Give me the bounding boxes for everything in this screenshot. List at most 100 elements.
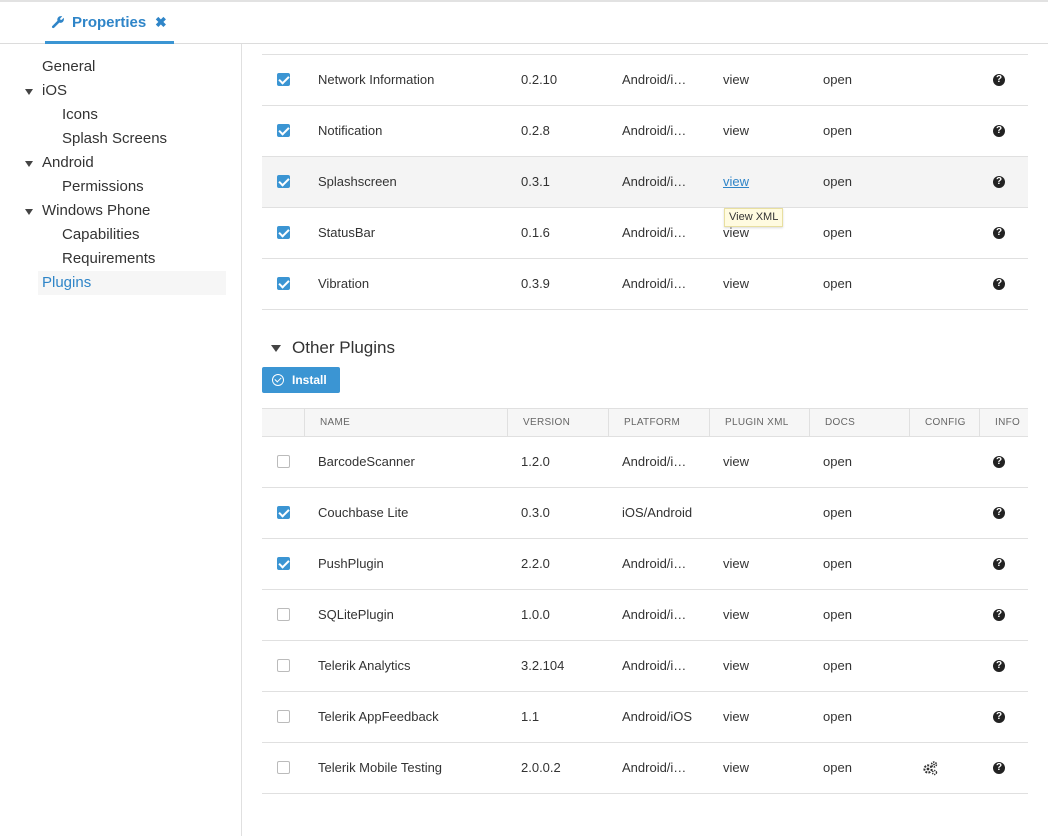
column-header-config[interactable]: CONFIG <box>909 409 979 436</box>
table-row[interactable]: Telerik Mobile Testing 2.0.0.2 Android/i… v… <box>262 743 1028 794</box>
plugin-xml-link[interactable]: view <box>723 454 750 469</box>
table-row[interactable]: Telerik Analytics 3.2.104 Android/i… view op… <box>262 641 1028 692</box>
caret-down-icon[interactable] <box>25 209 33 215</box>
plugin-docs-link[interactable]: open <box>823 276 852 291</box>
plugin-platform: Android/i… <box>622 72 687 87</box>
plugin-name: Telerik Mobile Testing <box>318 760 443 775</box>
plugin-docs-link[interactable]: open <box>823 123 852 138</box>
plugin-checkbox[interactable] <box>277 175 290 188</box>
plugin-platform: Android/i… <box>622 454 687 469</box>
plugin-docs-link[interactable]: open <box>823 174 852 189</box>
section-title-other-plugins: Other Plugins <box>292 338 395 357</box>
table-row[interactable]: Telerik AppFeedback 1.1 Android/iOS view ope… <box>262 692 1028 743</box>
sidebar-item-windows-phone[interactable]: Windows Phone <box>42 202 151 219</box>
close-icon[interactable]: ✖ <box>155 14 167 30</box>
column-header-name[interactable]: NAME <box>304 409 507 436</box>
help-icon[interactable]: ? <box>993 227 1005 239</box>
tab-properties[interactable]: Properties ✖ <box>45 2 174 44</box>
plugin-xml-link[interactable]: view <box>723 556 750 571</box>
plugin-version: 2.0.0.2 <box>521 760 561 775</box>
column-header-select <box>262 409 304 436</box>
install-button[interactable]: Install <box>262 367 340 393</box>
tab-bar: Properties ✖ <box>0 0 1048 44</box>
gears-icon[interactable] <box>922 760 938 776</box>
plugin-name: Notification <box>318 123 383 138</box>
help-icon[interactable]: ? <box>993 558 1005 570</box>
plugin-checkbox[interactable] <box>277 277 290 290</box>
download-icon <box>272 374 284 386</box>
help-icon[interactable]: ? <box>993 507 1005 519</box>
table-row[interactable]: Splashscreen 0.3.1 Android/i… view open? <box>262 157 1028 208</box>
sidebar-item-permissions[interactable]: Permissions <box>62 178 144 195</box>
plugin-docs-link[interactable]: open <box>823 556 852 571</box>
plugin-platform: Android/i… <box>622 760 687 775</box>
help-icon[interactable]: ? <box>993 125 1005 137</box>
plugin-xml-link[interactable]: view <box>723 225 750 240</box>
plugin-checkbox[interactable] <box>277 73 290 86</box>
plugin-checkbox[interactable] <box>277 557 290 570</box>
plugin-checkbox[interactable] <box>277 226 290 239</box>
help-icon[interactable]: ? <box>993 762 1005 774</box>
plugin-docs-link[interactable]: open <box>823 658 852 673</box>
plugin-checkbox[interactable] <box>277 608 290 621</box>
table-row[interactable]: Couchbase Lite 0.3.0 iOS/Android open? <box>262 488 1028 539</box>
table-row[interactable]: BarcodeScanner 1.2.0 Android/i… view open? <box>262 437 1028 488</box>
plugin-docs-link[interactable]: open <box>823 72 852 87</box>
column-header-version[interactable]: VERSION <box>507 409 608 436</box>
sidebar-item-icons[interactable]: Icons <box>62 106 98 123</box>
plugin-docs-link[interactable]: open <box>823 760 852 775</box>
sidebar-item-general[interactable]: General <box>42 58 96 75</box>
plugin-docs-link[interactable]: open <box>823 607 852 622</box>
plugin-checkbox[interactable] <box>277 455 290 468</box>
tab-properties-label: Properties <box>72 14 147 31</box>
plugin-checkbox[interactable] <box>277 659 290 672</box>
help-icon[interactable]: ? <box>993 711 1005 723</box>
caret-down-icon[interactable] <box>25 89 33 95</box>
sidebar-item-requirements[interactable]: Requirements <box>62 250 156 267</box>
table-row[interactable]: Network Information 0.2.10 Android/i… view o… <box>262 55 1028 106</box>
plugin-xml-link[interactable]: view <box>723 760 750 775</box>
plugin-xml-link[interactable]: view <box>723 174 750 189</box>
tooltip: View XML <box>724 208 784 227</box>
sidebar-item-android[interactable]: Android <box>42 154 94 171</box>
sidebar-item-ios[interactable]: iOS <box>42 82 68 99</box>
table-row[interactable]: Vibration 0.3.9 Android/i… view open? <box>262 259 1028 310</box>
help-icon[interactable]: ? <box>993 278 1005 290</box>
plugin-name: Network Information <box>318 72 435 87</box>
plugin-xml-link[interactable]: view <box>723 658 750 673</box>
plugin-docs-link[interactable]: open <box>823 454 852 469</box>
plugin-xml-link[interactable]: view <box>723 276 750 291</box>
help-icon[interactable]: ? <box>993 660 1005 672</box>
column-header-plugin-xml[interactable]: PLUGIN XML <box>709 409 809 436</box>
help-icon[interactable]: ? <box>993 176 1005 188</box>
plugin-xml-link[interactable]: view <box>723 72 750 87</box>
column-header-info[interactable]: INFO <box>979 409 1028 436</box>
table-row[interactable]: StatusBar 0.1.6 Android/i… view open? <box>262 208 1028 259</box>
plugin-docs-link[interactable]: open <box>823 709 852 724</box>
sidebar-item-capabilities[interactable]: Capabilities <box>62 226 140 243</box>
sidebar-item-plugins[interactable]: Plugins <box>38 271 226 295</box>
sidebar-item-splash-screens[interactable]: Splash Screens <box>62 130 168 147</box>
plugin-xml-link[interactable]: view <box>723 709 750 724</box>
table-header: NAME VERSION PLATFORM PLUGIN XML DOCS CO… <box>262 408 1028 437</box>
plugin-checkbox[interactable] <box>277 124 290 137</box>
table-row[interactable]: Notification 0.2.8 Android/i… view open? <box>262 106 1028 157</box>
table-row[interactable]: SQLitePlugin 1.0.0 Android/i… view open? <box>262 590 1028 641</box>
plugin-checkbox[interactable] <box>277 506 290 519</box>
plugin-platform: Android/i… <box>622 607 687 622</box>
table-row[interactable]: PushPlugin 2.2.0 Android/i… view open? <box>262 539 1028 590</box>
column-header-docs[interactable]: DOCS <box>809 409 909 436</box>
help-icon[interactable]: ? <box>993 609 1005 621</box>
help-icon[interactable]: ? <box>993 74 1005 86</box>
plugin-docs-link[interactable]: open <box>823 505 852 520</box>
plugin-checkbox[interactable] <box>277 761 290 774</box>
plugin-platform: Android/i… <box>622 225 687 240</box>
plugin-xml-link[interactable]: view <box>723 607 750 622</box>
help-icon[interactable]: ? <box>993 456 1005 468</box>
caret-down-icon[interactable] <box>271 345 281 352</box>
plugin-docs-link[interactable]: open <box>823 225 852 240</box>
plugin-xml-link[interactable]: view <box>723 123 750 138</box>
plugin-checkbox[interactable] <box>277 710 290 723</box>
caret-down-icon[interactable] <box>25 161 33 167</box>
column-header-platform[interactable]: PLATFORM <box>608 409 709 436</box>
